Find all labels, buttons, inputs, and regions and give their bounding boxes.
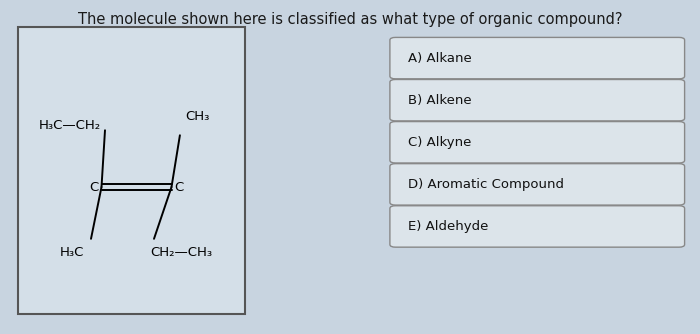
Text: C: C bbox=[174, 181, 183, 193]
Text: C: C bbox=[90, 181, 99, 193]
FancyBboxPatch shape bbox=[18, 27, 245, 314]
Text: D) Aromatic Compound: D) Aromatic Compound bbox=[408, 178, 564, 191]
FancyBboxPatch shape bbox=[390, 79, 685, 121]
FancyBboxPatch shape bbox=[390, 122, 685, 163]
FancyBboxPatch shape bbox=[390, 164, 685, 205]
Text: E) Aldehyde: E) Aldehyde bbox=[408, 220, 489, 233]
Text: B) Alkene: B) Alkene bbox=[408, 94, 472, 107]
Text: A) Alkane: A) Alkane bbox=[408, 52, 472, 64]
Text: CH₂—CH₃: CH₂—CH₃ bbox=[150, 246, 213, 259]
Text: H₃C—CH₂: H₃C—CH₂ bbox=[38, 119, 101, 132]
Text: CH₃: CH₃ bbox=[185, 111, 209, 123]
FancyBboxPatch shape bbox=[390, 206, 685, 247]
Text: C) Alkyne: C) Alkyne bbox=[408, 136, 472, 149]
FancyBboxPatch shape bbox=[390, 37, 685, 79]
Text: The molecule shown here is classified as what type of organic compound?: The molecule shown here is classified as… bbox=[78, 12, 622, 27]
Text: H₃C: H₃C bbox=[60, 246, 84, 259]
